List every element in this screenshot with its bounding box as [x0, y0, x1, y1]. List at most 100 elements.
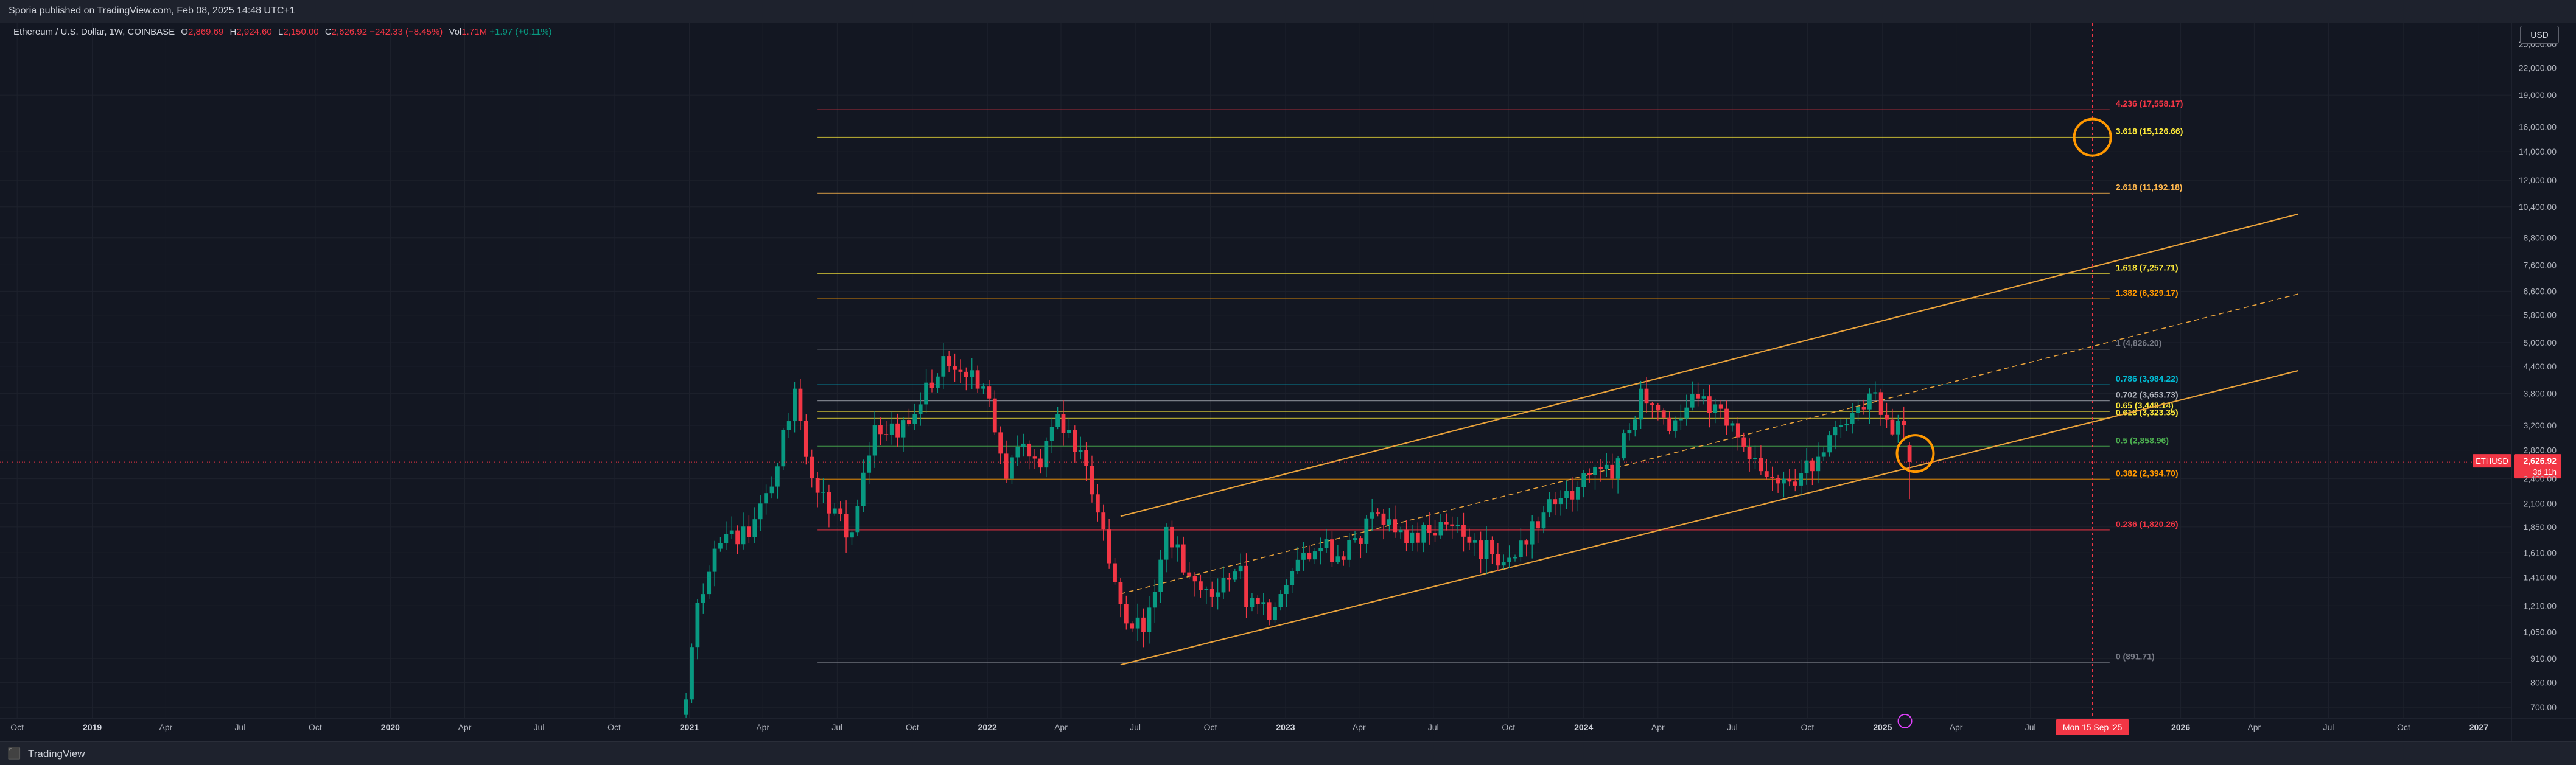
candle-body [1324, 539, 1329, 548]
candle-body [1450, 524, 1455, 526]
highlight-circle[interactable] [2073, 117, 2112, 157]
candle-body [1192, 576, 1197, 582]
candle-body [1644, 388, 1649, 404]
candle-body [1741, 437, 1746, 447]
candle-body [1135, 617, 1140, 629]
candle-body [1885, 414, 1889, 420]
candle-body [1656, 405, 1661, 411]
time-tick-label: 2019 [83, 722, 102, 732]
candle-body [1490, 540, 1494, 554]
high-value: 2,924.60 [236, 27, 272, 37]
candle-body [1027, 443, 1032, 457]
fib-level-label: 1.618 (7,257.71) [2116, 262, 2179, 272]
candle-body [1078, 450, 1083, 452]
time-tick-label: Apr [1651, 722, 1665, 732]
candle-body [1867, 393, 1872, 410]
time-tick-label: Oct [1502, 722, 1515, 732]
candle-body [1507, 557, 1512, 563]
candle-body [752, 519, 757, 537]
candle-body [872, 425, 877, 456]
price-tick-label: 10,400.00 [2519, 202, 2557, 212]
candle-body [1364, 518, 1369, 544]
channel-lower-line[interactable] [1120, 369, 2299, 666]
grid-lines [0, 23, 2511, 718]
candle-body [741, 526, 746, 545]
time-tick-label: 2021 [680, 722, 699, 732]
close-value: 2,626.92 [331, 27, 368, 37]
candle-body [1209, 589, 1214, 597]
candle-body [712, 548, 717, 572]
symbol-name: Ethereum / U.S. Dollar, 1W, COINBASE [13, 27, 175, 37]
fib-level-label: 0.5 (2,858.96) [2116, 435, 2169, 445]
fib-level-label: 0.65 (3,448.14) [2116, 400, 2174, 410]
time-tick-label: Apr [756, 722, 769, 732]
fib-level-label: 0.382 (2,394.70) [2116, 468, 2179, 478]
currency-button[interactable]: USD [2520, 26, 2559, 44]
candle-body [758, 503, 763, 520]
candle-body [1187, 572, 1192, 576]
price-tick-label: 700.00 [2530, 702, 2557, 712]
candle-body [992, 398, 997, 433]
header-bar: Sporia published on TradingView.com, Feb… [0, 0, 2576, 24]
channel-middle-line[interactable] [1120, 293, 2298, 595]
candle-body [855, 506, 860, 533]
candle-body [1381, 513, 1386, 525]
candle-body [935, 376, 940, 388]
events-marker-icon[interactable] [1897, 713, 1913, 728]
candle-body [1679, 418, 1683, 421]
candlestick-series [684, 343, 1912, 718]
candle-body [1090, 466, 1094, 495]
change-value: −242.33 (−8.45%) [369, 27, 443, 37]
publisher-text: Sporia published on TradingView.com, Feb… [9, 5, 295, 16]
candle-body [701, 594, 705, 603]
candle-body [1604, 464, 1609, 469]
fib-level-label: 0.618 (3,323.35) [2116, 407, 2179, 417]
price-tick-label: 12,000.00 [2519, 175, 2557, 185]
price-axis[interactable]: 25,000.0022,000.0019,000.0016,000.0014,0… [2519, 40, 2557, 713]
price-tick-label: 2,800.00 [2524, 445, 2557, 455]
fib-level-label: 0 (891.71) [2116, 651, 2155, 661]
price-tick-label: 1,050.00 [2524, 627, 2557, 637]
fib-level-label: 2.618 (11,192.18) [2116, 182, 2183, 192]
candle-body [987, 386, 992, 399]
time-tick-label: 2025 [1873, 722, 1892, 732]
fib-level-label: 4.236 (17,558.17) [2116, 99, 2183, 108]
price-tick-label: 2,100.00 [2524, 498, 2557, 508]
price-chart[interactable]: 4.236 (17,558.17) 3.618 (15,126.66) 2.618 … [0, 23, 2576, 741]
candle-body [1307, 553, 1312, 560]
candle-body [1622, 433, 1626, 459]
parallel-channel[interactable] [1120, 213, 2299, 666]
candle-body [1113, 563, 1117, 582]
candle-body [1650, 403, 1654, 405]
time-axis[interactable]: Oct 2019 Apr Jul Oct 2020 Apr Jul Oct 2021 Apr Jul O… [10, 722, 2488, 732]
open-value: 2,869.69 [187, 27, 224, 37]
candle-body [1330, 539, 1334, 562]
candle-body [1479, 540, 1483, 559]
candle-body [815, 478, 820, 493]
fibonacci-extension[interactable]: 4.236 (17,558.17) 3.618 (15,126.66) 2.618 … [817, 99, 2183, 663]
candle-body [1038, 458, 1043, 468]
candle-body [1284, 585, 1289, 595]
price-tick-label: 3,800.00 [2524, 389, 2557, 399]
fib-level-label: 1.382 (6,329.17) [2116, 288, 2179, 298]
channel-upper-line[interactable] [1120, 213, 2299, 517]
candle-body [1055, 414, 1060, 427]
candle-body [1415, 532, 1420, 543]
bar-countdown: 3d 11h [2533, 467, 2557, 477]
candle-body [1233, 571, 1237, 580]
candle-body [1170, 526, 1174, 548]
time-tick-label: Apr [458, 722, 472, 732]
candle-body [1467, 536, 1472, 543]
candle-body [1158, 559, 1163, 592]
candle-body [1575, 487, 1580, 500]
candle-body [924, 382, 928, 405]
candle-body [786, 421, 791, 430]
candle-body [1799, 473, 1804, 486]
candle-body [1839, 425, 1843, 427]
candle-body [821, 492, 825, 493]
time-tick-label: Apr [1950, 722, 1963, 732]
highlight-circle[interactable] [1895, 434, 1935, 473]
vol-change: +1.97 (+0.11%) [489, 27, 552, 37]
candle-body [1776, 478, 1780, 484]
